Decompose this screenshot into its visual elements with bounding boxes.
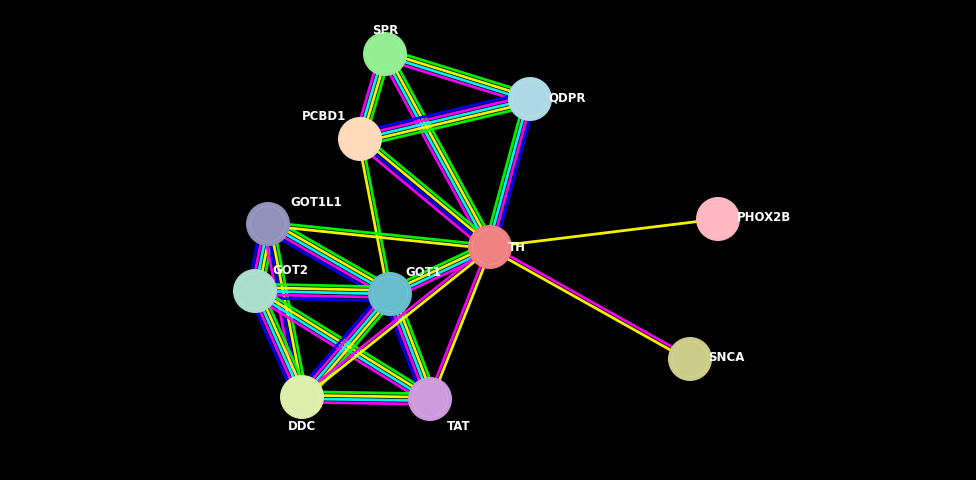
Circle shape <box>250 206 286 242</box>
Circle shape <box>367 37 403 73</box>
Circle shape <box>413 382 447 416</box>
Circle shape <box>671 341 708 377</box>
Text: TAT: TAT <box>447 419 470 432</box>
Circle shape <box>412 381 448 417</box>
Text: SNCA: SNCA <box>708 351 745 364</box>
Text: PHOX2B: PHOX2B <box>737 211 792 224</box>
Circle shape <box>363 33 407 77</box>
Circle shape <box>668 337 712 381</box>
Circle shape <box>368 38 402 72</box>
Circle shape <box>285 380 319 414</box>
Text: TH: TH <box>508 241 526 254</box>
Text: GOT2: GOT2 <box>272 264 308 277</box>
Text: GOT1: GOT1 <box>405 266 441 279</box>
Text: DDC: DDC <box>288 419 316 432</box>
Circle shape <box>284 379 320 415</box>
Circle shape <box>338 118 382 162</box>
Circle shape <box>472 230 508 264</box>
Circle shape <box>372 276 408 312</box>
Circle shape <box>368 273 412 316</box>
Circle shape <box>280 375 324 419</box>
Circle shape <box>342 122 378 158</box>
Text: GOT1L1: GOT1L1 <box>290 196 342 209</box>
Circle shape <box>237 274 273 310</box>
Circle shape <box>512 83 548 117</box>
Circle shape <box>472 229 508 265</box>
Text: PCBD1: PCBD1 <box>302 110 346 123</box>
Text: QDPR: QDPR <box>548 91 586 104</box>
Circle shape <box>696 198 740 241</box>
Circle shape <box>251 207 285 241</box>
Text: SPR: SPR <box>372 24 398 36</box>
Circle shape <box>701 203 735 237</box>
Circle shape <box>508 78 552 122</box>
Circle shape <box>700 202 736 238</box>
Circle shape <box>233 269 277 313</box>
Circle shape <box>373 277 407 312</box>
Circle shape <box>672 342 708 376</box>
Circle shape <box>343 122 377 157</box>
Circle shape <box>468 226 512 269</box>
Circle shape <box>246 203 290 247</box>
Circle shape <box>238 274 272 309</box>
Circle shape <box>408 377 452 421</box>
Circle shape <box>512 82 549 118</box>
